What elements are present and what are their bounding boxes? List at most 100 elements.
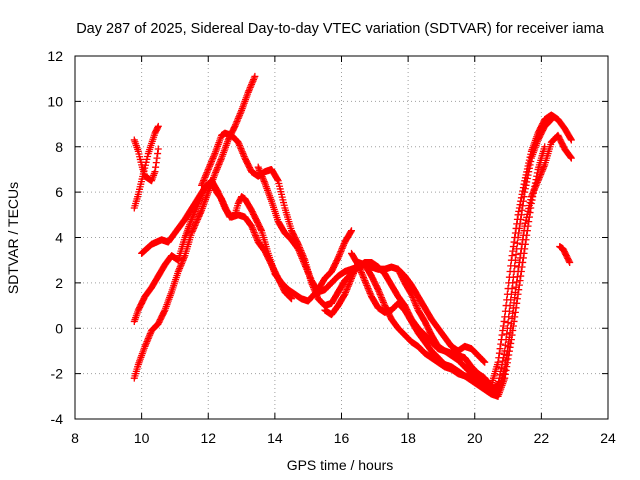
data-point [505,313,513,321]
data-point [518,206,526,214]
data-point [357,267,365,275]
data-point [338,246,345,254]
data-point [515,229,523,237]
data-point [520,249,528,257]
data-point [505,351,513,359]
data-point [294,245,302,253]
data-point [347,274,355,282]
data-point [409,295,417,303]
data-point [300,259,308,267]
data-point [521,245,529,253]
data-point [299,256,307,264]
data-point [160,307,168,315]
data-point [334,254,342,262]
data-point [509,322,517,330]
data-point [521,240,529,248]
data-point [217,156,225,164]
data-point [526,161,534,169]
chart-title: Day 287 of 2025, Sidereal Day-to-day VTE… [76,21,605,37]
data-point [508,331,516,339]
data-point [523,178,531,186]
data-point [205,164,213,172]
data-point [194,201,202,209]
gridlines [75,56,608,419]
data-point [355,262,363,270]
data-point [539,164,547,172]
data-point [500,350,508,358]
data-point [237,108,245,116]
data-point [506,302,514,310]
data-point [508,252,516,260]
data-point [154,145,162,153]
data-point [510,317,518,325]
data-point [506,343,514,351]
data-point [250,229,258,237]
data-point [520,193,528,201]
data-point [206,162,214,170]
data-point [216,157,224,165]
data-point [497,340,505,348]
data-point [193,203,201,211]
data-point [144,336,152,344]
data-point [188,227,196,235]
data-point [495,349,503,357]
y-tick-label: 2 [55,275,63,291]
data-point [245,87,253,95]
data-point [194,214,202,222]
data-point [210,153,218,161]
data-point [255,165,263,173]
data-point [146,331,154,339]
data-point [214,164,222,172]
data-point [304,267,312,275]
data-point [234,114,242,122]
data-point [521,185,529,193]
data-point [202,170,210,178]
data-point [361,278,369,286]
data-point [258,171,266,179]
data-point [257,225,265,233]
data-point [411,298,419,306]
data-point [509,247,517,255]
data-point [504,319,512,327]
data-point [254,163,262,171]
data-point [356,265,364,273]
data-point [246,84,254,92]
data-point [412,301,420,309]
data-point [547,116,555,124]
data-point [533,172,541,180]
data-point [335,252,343,260]
data-point [522,181,530,189]
data-point [499,354,507,362]
data-point [532,176,540,184]
data-point [233,118,241,126]
data-point [338,244,346,252]
data-point [236,143,244,151]
data-point [198,181,206,189]
data-point [196,211,204,219]
x-tick-label: 20 [467,430,483,446]
data-point [480,358,488,366]
data-point [141,342,149,350]
data-point [507,296,515,304]
data-point [517,268,525,276]
data-point [274,176,282,184]
data-point [237,145,245,153]
data-point [258,173,266,181]
data-point [247,82,255,90]
x-tick-label: 10 [134,430,150,446]
data-point [504,355,512,363]
x-tick-label: 14 [267,430,283,446]
data-point [298,254,306,262]
data-point [202,172,210,180]
data-point [375,289,383,297]
data-point [193,217,201,225]
data-point [517,215,525,223]
data-point [508,285,516,293]
data-point [343,284,351,292]
data-point [411,300,419,308]
data-point [413,303,421,311]
data-point [358,270,366,278]
data-point [503,363,511,371]
data-point [479,357,487,365]
